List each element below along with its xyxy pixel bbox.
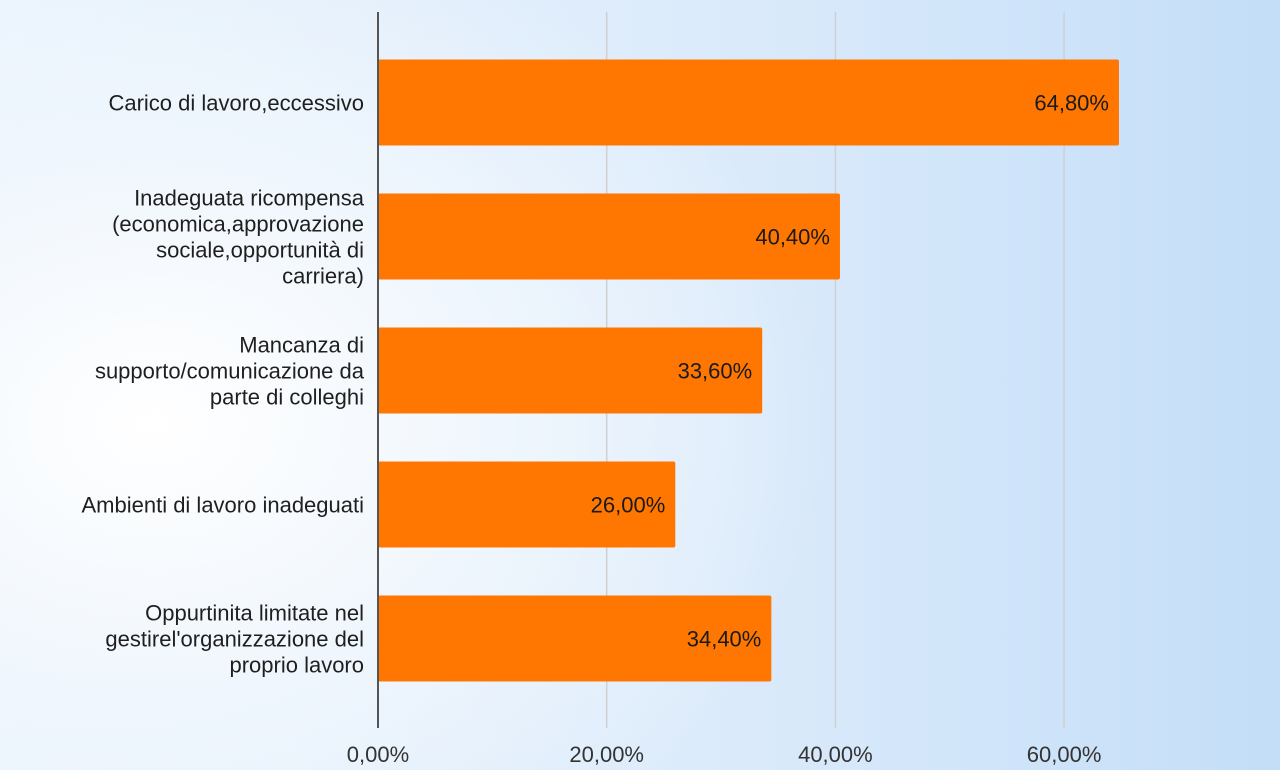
category-label: Inadeguata ricompensa (economica,approvaz… (112, 186, 365, 289)
bar (378, 193, 840, 280)
data-label: 26,00% (591, 493, 666, 518)
data-label: 33,60% (678, 359, 753, 384)
category-label-line: Mancanza di (239, 333, 364, 358)
category-label-line: carriera) (282, 264, 364, 289)
category-label-line: sociale,opportunità di (156, 238, 364, 263)
x-axis-tick-labels: 0,00% 20,00% 40,00% 60,00% (347, 742, 1102, 767)
category-label-line: supporto/comunicazione da (95, 359, 365, 384)
bars (378, 59, 1119, 682)
bar (378, 461, 676, 548)
category-label-line: gestirel'organizzazione del (105, 627, 364, 652)
bar (378, 595, 772, 682)
bar (378, 59, 1119, 146)
category-label: Carico di lavoro,eccessivo (108, 91, 364, 116)
category-label: Ambienti di lavoro inadeguati (81, 493, 364, 518)
data-labels: 64,80% 40,40% 33,60% 26,00% 34,40% (591, 91, 1109, 652)
category-label-line: Inadeguata ricompensa (134, 186, 365, 211)
x-tick-label: 40,00% (798, 742, 873, 767)
category-label-line: Carico di lavoro,eccessivo (108, 91, 364, 116)
category-label: Mancanza di supporto/comunicazione da part… (95, 333, 365, 410)
category-labels: Carico di lavoro,eccessivo Inadeguata ric… (81, 91, 364, 678)
data-label: 40,40% (755, 225, 830, 250)
category-label-line: parte di colleghi (210, 385, 364, 410)
category-label: Oppurtinita limitate nel gestirel'organiz… (105, 601, 364, 678)
category-label-line: Ambienti di lavoro inadeguati (81, 493, 364, 518)
data-label: 64,80% (1034, 91, 1109, 116)
category-label-line: (economica,approvazione (112, 212, 364, 237)
bar (378, 327, 763, 414)
data-label: 34,40% (687, 627, 762, 652)
x-tick-label: 20,00% (569, 742, 644, 767)
category-label-line: proprio lavoro (229, 653, 364, 678)
x-tick-label: 60,00% (1027, 742, 1102, 767)
category-label-line: Oppurtinita limitate nel (145, 601, 364, 626)
x-tick-label: 0,00% (347, 742, 409, 767)
